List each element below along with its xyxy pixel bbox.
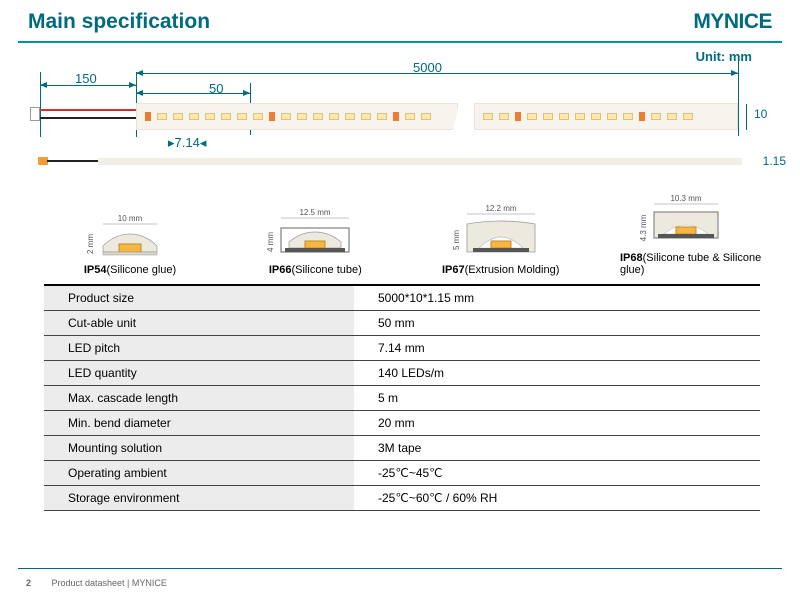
- solder-pad: [269, 112, 275, 121]
- cross-section-ip66: 12.5 mm 4 mm IP66(Silicone tube): [235, 208, 395, 276]
- page-title: Main specification: [28, 10, 210, 34]
- led-strip-right: [474, 103, 738, 130]
- dim-cut: 50: [209, 81, 223, 96]
- cross-label: IP54(Silicone glue): [50, 264, 210, 276]
- spec-value: -25℃~45℃: [354, 461, 760, 486]
- led-strip-left: [136, 103, 458, 130]
- dim-thickness: 1.15: [763, 154, 786, 168]
- spec-key: LED pitch: [44, 336, 354, 361]
- wire-end: [30, 107, 40, 121]
- page-header: Main specification MYNICE: [0, 0, 800, 39]
- svg-text:4 mm: 4 mm: [266, 232, 275, 252]
- solder-pad: [393, 112, 399, 121]
- solder-pad: [639, 112, 645, 121]
- spec-key: Mounting solution: [44, 436, 354, 461]
- wire-black-thin: [47, 160, 99, 162]
- table-row: Mounting solution3M tape: [44, 436, 760, 461]
- table-row: Min. bend diameter20 mm: [44, 411, 760, 436]
- spec-key: Product size: [44, 285, 354, 311]
- table-row: Operating ambient-25℃~45℃: [44, 461, 760, 486]
- svg-text:4.3 mm: 4.3 mm: [639, 214, 648, 241]
- spec-value: 140 LEDs/m: [354, 361, 760, 386]
- strip-diagram: Unit: mm 150 5000 50: [18, 43, 782, 158]
- spec-table: Product size5000*10*1.15 mmCut-able unit…: [44, 284, 760, 511]
- dim-cable: 150: [75, 71, 97, 86]
- cross-section-ip68: 10.3 mm 4.3 mm IP68(Silicone tube & Sili…: [606, 194, 766, 276]
- table-row: Cut-able unit50 mm: [44, 311, 760, 336]
- wire-black: [38, 117, 136, 119]
- page-footer: 2 Product datasheet | MYNICE: [18, 568, 782, 591]
- table-row: Product size5000*10*1.15 mm: [44, 285, 760, 311]
- solder-pad: [145, 112, 151, 121]
- svg-text:2 mm: 2 mm: [86, 234, 95, 254]
- spec-value: 5 m: [354, 386, 760, 411]
- dim-total: 5000: [413, 60, 442, 75]
- thin-strip-diagram: 1.15: [18, 158, 782, 180]
- svg-text:5 mm: 5 mm: [452, 230, 461, 250]
- dim-pitch: ▸7.14◂: [168, 135, 206, 151]
- table-row: Max. cascade length5 m: [44, 386, 760, 411]
- wire-red: [38, 109, 136, 111]
- cross-section-ip67: 12.2 mm 5 mm IP67(Extrusion Molding): [421, 204, 581, 276]
- table-row: LED quantity140 LEDs/m: [44, 361, 760, 386]
- cross-sections-row: 10 mm 2 mm IP54(Silicone glue) 12.5 mm 4…: [0, 180, 800, 282]
- spec-value: 50 mm: [354, 311, 760, 336]
- spec-value: 5000*10*1.15 mm: [354, 285, 760, 311]
- dim-arrow: [136, 93, 250, 94]
- cross-label: IP67(Extrusion Molding): [421, 264, 581, 276]
- dim-height: 10: [754, 107, 767, 121]
- cross-label: IP68(Silicone tube & Silicone glue): [606, 252, 766, 276]
- svg-text:12.2 mm: 12.2 mm: [485, 204, 516, 213]
- unit-label: Unit: mm: [696, 49, 752, 64]
- svg-text:10 mm: 10 mm: [118, 214, 143, 223]
- spec-key: Storage environment: [44, 486, 354, 511]
- footer-text: Product datasheet | MYNICE: [51, 578, 166, 588]
- solder-pad: [515, 112, 521, 121]
- page-number: 2: [26, 578, 31, 588]
- table-row: Storage environment-25℃~60℃ / 60% RH: [44, 486, 760, 511]
- led-chip: [157, 113, 167, 120]
- svg-text:12.5 mm: 12.5 mm: [300, 208, 331, 217]
- dim-line: [738, 61, 739, 136]
- spec-value: 20 mm: [354, 411, 760, 436]
- spec-value: 3M tape: [354, 436, 760, 461]
- cross-label: IP66(Silicone tube): [235, 264, 395, 276]
- cross-section-ip54: 10 mm 2 mm IP54(Silicone glue): [50, 214, 210, 276]
- spec-key: Min. bend diameter: [44, 411, 354, 436]
- thin-pcb: [98, 158, 742, 165]
- spec-key: Operating ambient: [44, 461, 354, 486]
- spec-value: -25℃~60℃ / 60% RH: [354, 486, 760, 511]
- brand-logo: MYNICE: [693, 10, 772, 34]
- spec-value: 7.14 mm: [354, 336, 760, 361]
- spec-key: Cut-able unit: [44, 311, 354, 336]
- dim-arrow-v: [746, 104, 747, 130]
- svg-text:10.3 mm: 10.3 mm: [670, 194, 701, 203]
- spec-key: LED quantity: [44, 361, 354, 386]
- table-row: LED pitch7.14 mm: [44, 336, 760, 361]
- spec-key: Max. cascade length: [44, 386, 354, 411]
